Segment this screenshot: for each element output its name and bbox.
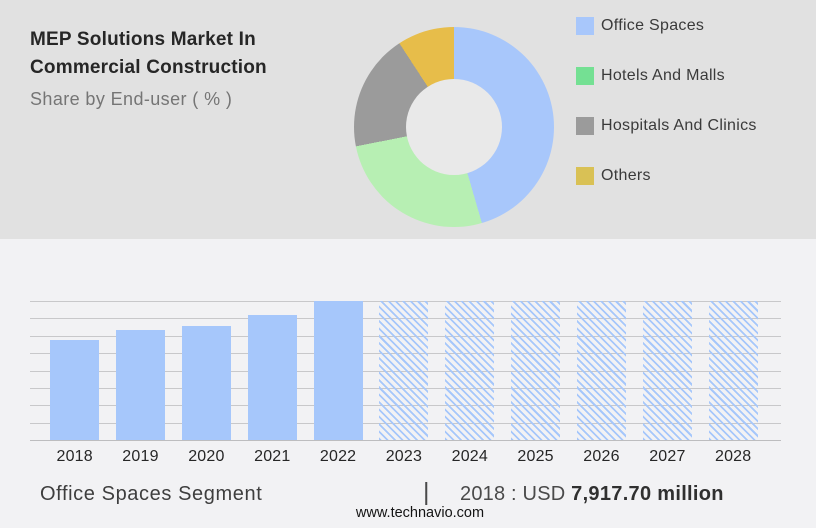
legend-swatch-others-icon	[576, 167, 594, 185]
segment-value: 2018 : USD 7,917.70 million	[460, 483, 724, 506]
year-label-2024: 2024	[451, 448, 488, 465]
x-axis-line	[30, 440, 781, 441]
legend-swatch-hotels-and-malls-icon	[576, 67, 594, 85]
forecast-bar-2023	[379, 301, 429, 440]
legend-swatch-hospitals-and-clinics-icon	[576, 117, 594, 135]
forecast-bar-2024	[445, 301, 495, 440]
year-label-2018: 2018	[56, 448, 93, 465]
bar-2021	[247, 314, 297, 440]
donut-chart	[354, 27, 554, 227]
website-link[interactable]: www.technavio.com	[355, 505, 485, 521]
legend-item-hotels-and-malls: Hotels And Malls	[576, 67, 757, 85]
chart-band: 2018 2019 2020 2021 2022 2023 2024 2025 2026 2027…	[0, 239, 816, 528]
segment-value-amount: 7,917.70 million	[571, 483, 724, 505]
bar-2020	[181, 326, 231, 440]
legend-label: Hotels And Malls	[601, 67, 725, 84]
forecast-bar-2028	[708, 301, 758, 440]
year-label-2026: 2026	[583, 448, 620, 465]
donut-legend: Office Spaces Hotels And Malls Hospitals…	[576, 17, 757, 217]
legend-label: Hospitals And Clinics	[601, 117, 757, 134]
segment-value-prefix: 2018 : USD	[460, 483, 572, 505]
year-label-2027: 2027	[649, 448, 686, 465]
page-title-line1: MEP Solutions Market In	[30, 29, 256, 50]
legend-item-hospitals-and-clinics: Hospitals And Clinics	[576, 117, 757, 135]
year-label-2020: 2020	[188, 448, 225, 465]
year-label-2025: 2025	[517, 448, 554, 465]
forecast-bar-2027	[642, 301, 692, 440]
segment-caption: Office Spaces Segment	[40, 483, 263, 505]
bar-plot: 2018 2019 2020 2021 2022 2023 2024 2025 2026 2027…	[30, 301, 781, 465]
legend-swatch-office-spaces-icon	[576, 17, 594, 35]
legend-label: Office Spaces	[601, 17, 705, 34]
footer-separator: |	[423, 478, 430, 506]
year-label-2028: 2028	[714, 448, 752, 465]
bar-2018	[50, 339, 100, 440]
year-label-2021: 2021	[254, 448, 291, 465]
forecast-bar-2026	[577, 301, 626, 440]
bar-2022	[313, 301, 363, 440]
page-title-line2: Commercial Construction	[30, 57, 267, 78]
year-label-2023: 2023	[385, 448, 423, 465]
bar-2019	[116, 330, 165, 440]
donut-hole	[406, 79, 502, 175]
title-block: MEP Solutions Market In Commercial Const…	[30, 26, 330, 111]
legend-label: Others	[601, 167, 651, 184]
legend-item-office-spaces: Office Spaces	[576, 17, 757, 35]
header-band: MEP Solutions Market In Commercial Const…	[0, 0, 816, 239]
year-label-2019: 2019	[122, 448, 159, 465]
year-label-2022: 2022	[319, 448, 357, 465]
legend-item-others: Others	[576, 167, 757, 185]
forecast-bar-2025	[511, 301, 561, 440]
page-subtitle: Share by End-user ( % )	[30, 89, 233, 109]
